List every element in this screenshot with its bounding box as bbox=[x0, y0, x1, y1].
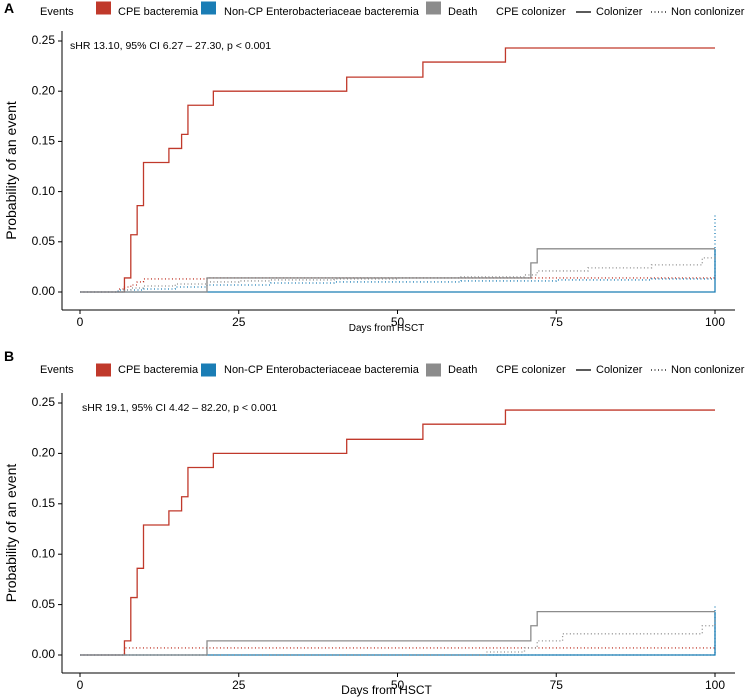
legend-label-nonconlonizer: Non conlonizer bbox=[671, 364, 745, 376]
panel-b: 0.00 0.05 0.10 0.15 0.20 0.25 0 25 50 75 100 Days f… bbox=[3, 393, 735, 697]
series-death-colonizer bbox=[80, 611, 715, 656]
annotation: sHR 19.1, 95% CI 4.42 – 82.20, p < 0.001 bbox=[82, 402, 277, 414]
x-tick-label: 75 bbox=[550, 678, 564, 692]
legend-events-title: Events bbox=[40, 364, 74, 376]
panel-label-a: A bbox=[4, 0, 14, 16]
y-tick-label: 0.05 bbox=[32, 597, 56, 611]
y-tick-label: 0.00 bbox=[32, 647, 56, 661]
legend-colonizer-title: CPE colonizer bbox=[496, 6, 566, 18]
x-tick-label: 100 bbox=[705, 678, 725, 692]
legend-swatch-cpe bbox=[96, 363, 111, 377]
legend-label-cpe: CPE bacteremia bbox=[118, 364, 199, 376]
series-cpe-colonizer bbox=[80, 409, 715, 656]
legend-colonizer-title: CPE colonizer bbox=[496, 364, 566, 376]
y-axis-title: Probability of an event bbox=[3, 101, 19, 240]
y-tick-label: 0.15 bbox=[32, 134, 56, 148]
x-tick-label: 50 bbox=[391, 315, 405, 329]
x-tick-label: 25 bbox=[232, 315, 246, 329]
legend-label-noncp: Non-CP Enterobacteriaceae bacteremia bbox=[224, 6, 420, 18]
y-tick-label: 0.10 bbox=[32, 184, 56, 198]
legend-b: Events CPE bacteremia Non-CP Enterobacte… bbox=[40, 363, 745, 377]
y-axis-title: Probability of an event bbox=[3, 464, 19, 603]
y-tick-label: 0.25 bbox=[32, 395, 56, 409]
x-axis-title: Days from HSCT bbox=[341, 683, 432, 697]
legend-label-colonizer: Colonizer bbox=[596, 6, 643, 18]
y-tick-label: 0.25 bbox=[32, 33, 56, 47]
x-tick-label: 100 bbox=[705, 315, 725, 329]
series-cpe-colonizer bbox=[80, 47, 715, 293]
series-death-colonizer bbox=[80, 248, 715, 293]
y-tick-label: 0.00 bbox=[32, 284, 56, 298]
x-tick-label: 0 bbox=[77, 315, 84, 329]
legend-swatch-cpe bbox=[96, 1, 111, 15]
series-cpe-noncolonizer bbox=[80, 647, 715, 656]
legend-label-cpe: CPE bacteremia bbox=[118, 6, 199, 18]
series-noncp-colonizer bbox=[80, 611, 716, 656]
y-tick-label: 0.15 bbox=[32, 496, 56, 510]
x-tick-label: 25 bbox=[232, 678, 246, 692]
legend-swatch-death bbox=[426, 363, 441, 377]
y-tick-label: 0.20 bbox=[32, 446, 56, 460]
legend-events-title: Events bbox=[40, 6, 74, 18]
y-tick-label: 0.20 bbox=[32, 83, 56, 97]
legend-label-noncp: Non-CP Enterobacteriaceae bacteremia bbox=[224, 364, 420, 376]
series-death-noncolonizer bbox=[80, 255, 716, 293]
legend-label-nonconlonizer: Non conlonizer bbox=[671, 6, 745, 18]
legend-a: Events CPE bacteremia Non-CP Enterobacte… bbox=[40, 1, 745, 18]
legend-swatch-noncp bbox=[201, 1, 216, 15]
series-death-noncolonizer bbox=[80, 618, 716, 656]
legend-swatch-noncp bbox=[201, 363, 216, 377]
series-noncp-colonizer bbox=[80, 248, 716, 293]
annotation: sHR 13.10, 95% CI 6.27 – 27.30, p < 0.00… bbox=[70, 40, 271, 52]
legend-label-death: Death bbox=[448, 364, 477, 376]
x-tick-label: 50 bbox=[391, 678, 405, 692]
x-tick-label: 0 bbox=[77, 678, 84, 692]
panel-label-b: B bbox=[4, 348, 14, 364]
legend-swatch-death bbox=[426, 1, 441, 15]
y-tick-label: 0.05 bbox=[32, 234, 56, 248]
y-tick-label: 0.10 bbox=[32, 546, 56, 560]
x-axis-title: Days from HSCT bbox=[349, 323, 425, 334]
legend-label-death: Death bbox=[448, 6, 477, 18]
series-cpe-noncolonizer bbox=[80, 277, 715, 293]
panel-a: 0.00 0.05 0.10 0.15 0.20 0.25 0 25 50 75 100 Days f… bbox=[3, 31, 735, 334]
series-noncp-noncolonizer bbox=[80, 214, 716, 293]
x-tick-label: 75 bbox=[550, 315, 564, 329]
legend-label-colonizer: Colonizer bbox=[596, 364, 643, 376]
